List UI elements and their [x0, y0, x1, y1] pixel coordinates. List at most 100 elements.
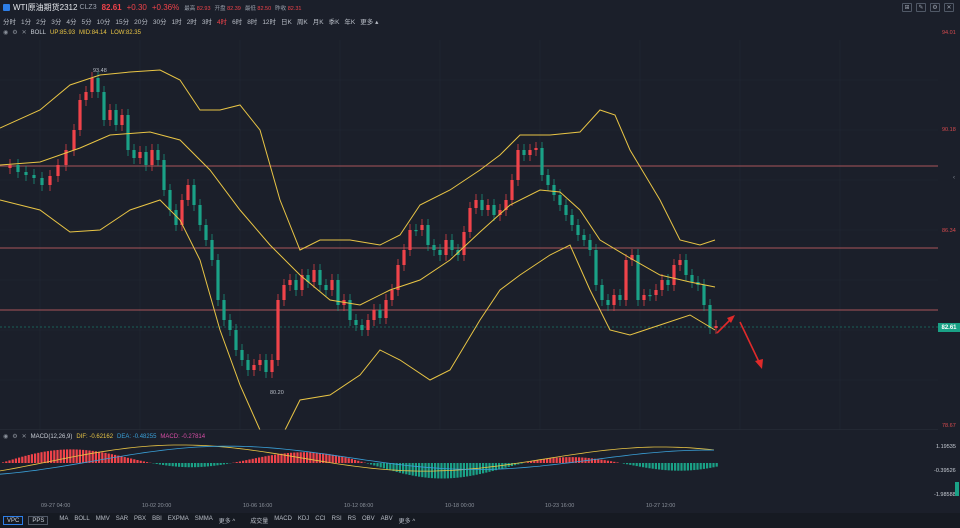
boll-low: LOW:82.35 [110, 29, 141, 36]
period-2[interactable]: 2分 [36, 18, 47, 26]
macd-dea-line [0, 445, 714, 475]
vpc-tag[interactable]: VPC [3, 516, 24, 525]
close-icon[interactable]: ✕ [21, 30, 27, 36]
period-14[interactable]: 6时 [232, 18, 243, 26]
chart-grid [0, 40, 938, 430]
period-6[interactable]: 10分 [96, 18, 111, 26]
edit-icon[interactable]: ✎ [916, 3, 926, 12]
arrow-up-head [727, 315, 735, 323]
macd-legend: ◉ ⚙ ✕ MACD(12,26,9) DIF: -0.62162 DEA: -… [3, 433, 206, 441]
boll-label: BOLL [30, 29, 47, 36]
settings-icon[interactable]: ⚙ [930, 3, 940, 12]
eye-icon[interactable]: ◉ [3, 434, 9, 440]
symbol-name[interactable]: WTI原油期货2312 [13, 3, 78, 12]
eye-icon[interactable]: ◉ [3, 30, 9, 36]
collapse-arrow-icon[interactable]: ‹ [953, 175, 955, 181]
symbol-logo-icon [3, 4, 10, 11]
sub-indicator-3[interactable]: CCI [315, 516, 326, 522]
gear-icon[interactable]: ⚙ [12, 434, 18, 440]
boll-up: UP:85.93 [50, 29, 76, 36]
price-change: +0.30 [126, 3, 147, 12]
period-12[interactable]: 3时 [201, 18, 212, 26]
period-8[interactable]: 20分 [134, 18, 148, 26]
stat-low: 最低 82.50 [244, 5, 272, 12]
grid-icon[interactable]: ⊞ [902, 3, 912, 12]
stat-high: 最高 82.93 [184, 5, 211, 12]
sub-indicator-0[interactable]: 成交量 [250, 519, 269, 525]
macd-scroll-indicator[interactable] [955, 482, 959, 496]
period-16[interactable]: 12时 [262, 18, 277, 26]
period-11[interactable]: 2时 [186, 18, 197, 26]
y-label-2: 90.18 [942, 127, 956, 133]
macd-chart[interactable] [0, 440, 938, 502]
title-bar: WTI原油期货2312 CLZ3 82.61 +0.30 +0.36% 最高 8… [0, 0, 960, 15]
boll-up-line [0, 69, 716, 251]
period-3[interactable]: 3分 [51, 18, 62, 26]
macd-histogram [2, 449, 718, 479]
indicator-toolbar: VPC PPS MA BOLL MMV SAR PBX BBI EXPMA SMMA 更多 ^ … [0, 513, 960, 528]
period-4[interactable]: 4分 [66, 18, 77, 26]
main-indicator-4[interactable]: PBX [134, 516, 147, 522]
x-label: 10-12 08:00 [344, 503, 374, 509]
period-10[interactable]: 1时 [171, 18, 182, 26]
period-0[interactable]: 分时 [3, 18, 16, 26]
sub-indicator-8[interactable]: 更多 ^ [398, 519, 416, 525]
main-indicator-1[interactable]: BOLL [74, 516, 90, 522]
y-label-4: 78.67 [942, 423, 956, 429]
main-indicator-5[interactable]: BBI [152, 516, 162, 522]
price-change-pct: +0.36% [151, 3, 180, 12]
sub-indicator-6[interactable]: OBV [361, 516, 375, 522]
price-chart[interactable]: 93.48 80.20 [0, 26, 938, 430]
macd-dif-line [0, 444, 715, 472]
x-label: 10-18 00:00 [445, 503, 475, 509]
macd-value: MACD: -0.27814 [160, 433, 206, 440]
macd-dea: DEA: -0.48255 [117, 433, 157, 440]
period-9[interactable]: 30分 [152, 18, 167, 26]
main-indicator-6[interactable]: EXPMA [167, 516, 189, 522]
period-18[interactable]: 周K [296, 18, 308, 26]
sub-indicator-4[interactable]: RSI [331, 516, 342, 522]
period-19[interactable]: 月K [312, 18, 324, 26]
period-5[interactable]: 5分 [81, 18, 92, 26]
period-13[interactable]: 4时 [216, 18, 228, 26]
period-20[interactable]: 季K [328, 18, 340, 26]
period-7[interactable]: 15分 [115, 18, 130, 26]
low-annotation: 80.20 [270, 390, 284, 396]
period-1[interactable]: 1分 [21, 18, 32, 26]
pps-tag[interactable]: PPS [28, 516, 49, 525]
stat-prev-close: 昨收 82.31 [275, 5, 302, 12]
window-buttons: ⊞ ✎ ⚙ ✕ [902, 3, 954, 12]
main-indicator-8[interactable]: 更多 ^ [218, 519, 236, 525]
sub-indicator-1[interactable]: MACD [274, 516, 292, 522]
close-icon[interactable]: ✕ [944, 3, 954, 12]
arrow-down-line [739, 321, 761, 365]
boll-legend: ◉ ⚙ ✕ BOLL UP:85.93 MID:84.14 LOW:82.35 [3, 29, 141, 37]
macd-dif: DIF: -0.62162 [76, 433, 114, 440]
main-indicator-2[interactable]: MMV [95, 516, 110, 522]
period-selector: 分时 1分 2分 3分 4分 5分 10分 15分 20分 30分 1时 2时 3时 4时 6时 8时 12时日… [3, 15, 378, 26]
period-17[interactable]: 日K [281, 18, 292, 26]
period-22[interactable]: 更多 ▴ [360, 18, 379, 26]
macd-y-label-2: -0.39526 [934, 468, 956, 474]
main-indicator-3[interactable]: SAR [115, 516, 129, 522]
main-indicator-0[interactable]: MA [59, 516, 69, 522]
sub-indicator-7[interactable]: ABV [380, 516, 393, 522]
macd-y-label-3: -1.98588 [934, 492, 956, 498]
sub-indicator-2[interactable]: KDJ [297, 516, 310, 522]
high-annotation: 93.48 [93, 68, 107, 74]
arrow-down-head [755, 359, 763, 369]
macd-label: MACD(12,26,9) [30, 433, 73, 440]
sub-indicator-5[interactable]: RS [347, 516, 356, 522]
x-label: 10-06 16:00 [243, 503, 273, 509]
gear-icon[interactable]: ⚙ [12, 30, 18, 36]
boll-mid-line [0, 131, 716, 306]
close-icon[interactable]: ✕ [21, 434, 27, 440]
symbol-code: CLZ3 [79, 4, 97, 11]
stat-open: 开盘 82.39 [214, 5, 241, 12]
x-label: 10-27 12:00 [646, 503, 676, 509]
candles [8, 72, 718, 378]
macd-y-label-1: 1.19535 [936, 444, 956, 450]
main-indicator-7[interactable]: SMMA [194, 516, 213, 522]
period-15[interactable]: 8时 [247, 18, 258, 26]
period-21[interactable]: 年K [344, 18, 356, 26]
